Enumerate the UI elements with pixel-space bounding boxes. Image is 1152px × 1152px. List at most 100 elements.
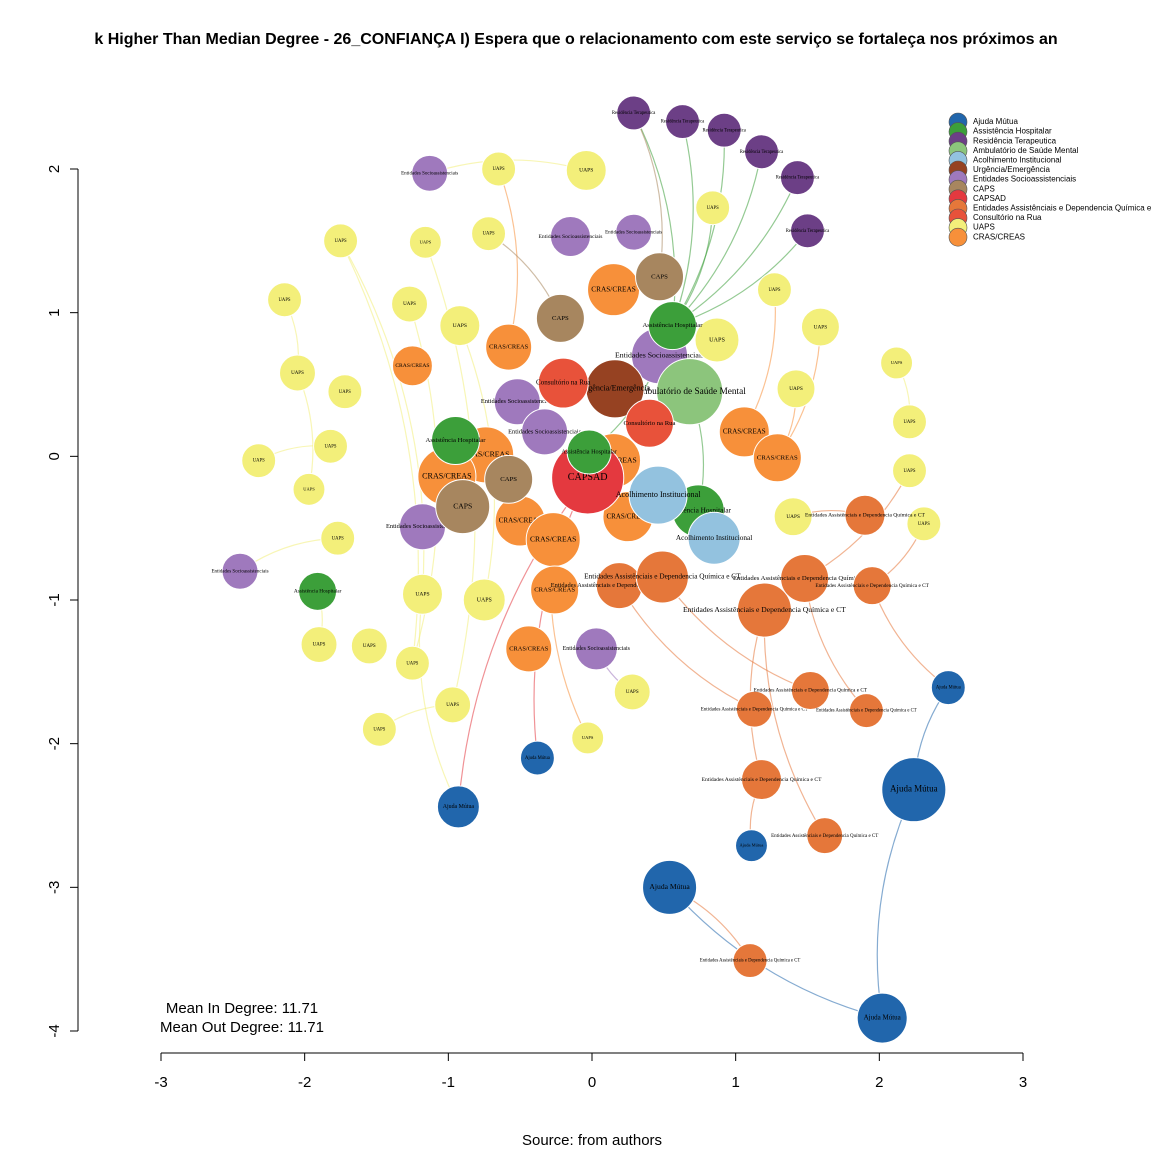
node — [350, 627, 388, 665]
node — [615, 213, 653, 251]
node — [298, 571, 338, 611]
node — [436, 785, 480, 829]
node — [484, 454, 534, 504]
node-label: UAPS — [332, 536, 344, 541]
node — [462, 578, 506, 622]
x-tick-label: -1 — [442, 1074, 455, 1091]
node — [505, 625, 553, 673]
x-tick-label: 1 — [731, 1074, 739, 1091]
node — [735, 829, 768, 863]
node — [279, 354, 316, 392]
node-label: UAPS — [373, 727, 385, 732]
node-label: Entidades Assistênciais e Dependencia Qu… — [816, 709, 917, 714]
node — [439, 305, 481, 347]
node-label: Ajuda Mútua — [443, 804, 475, 810]
node-label: CRAS/CREAS — [534, 586, 575, 593]
node-label: CAPS — [552, 315, 569, 322]
node-label: Assistência Hospitalar — [642, 322, 703, 329]
edge — [763, 610, 826, 836]
node-label: UAPS — [313, 643, 326, 648]
node-label: UAPS — [453, 323, 467, 329]
node — [844, 494, 886, 536]
node-label: CRAS/CREAS — [530, 534, 576, 543]
annotation: Mean In Degree: 11.71 — [166, 1000, 318, 1017]
node — [806, 817, 844, 855]
node — [434, 686, 472, 724]
edge — [533, 477, 589, 759]
node-label: Entidades Socioassistenciais — [386, 523, 459, 530]
node-label: Entidades Socioassistenciais — [401, 171, 458, 176]
node-label: UAPS — [768, 288, 780, 293]
node — [741, 759, 782, 801]
node-label: UAPS — [303, 486, 315, 491]
node — [485, 323, 533, 371]
legend-label: Residência Terapeutica — [973, 136, 1057, 145]
node-label: UAPS — [626, 690, 639, 695]
node-label: Entidades Assistênciais e Dependencia Qu… — [702, 777, 823, 783]
node-label: CRAS/CREAS — [509, 645, 549, 652]
node-label: Ajuda Mútua — [649, 882, 690, 891]
node — [320, 520, 356, 556]
x-tick-label: -2 — [298, 1074, 311, 1091]
node-label: Entidades Assistênciais e Dependencia Qu… — [733, 575, 876, 582]
node — [848, 693, 884, 729]
node-label: UAPS — [335, 239, 347, 244]
node — [732, 943, 768, 979]
legend-label: Ajuda Mútua — [973, 117, 1018, 126]
node — [880, 346, 914, 380]
node-label: UAPS — [709, 336, 725, 343]
edge — [633, 112, 676, 326]
node-label: Residência Terapeutica — [776, 176, 820, 181]
node — [656, 358, 724, 426]
node-label: UAPS — [477, 597, 492, 603]
node — [431, 416, 481, 466]
node-label: Urgência/Emergência — [580, 384, 651, 393]
node — [408, 225, 442, 259]
node — [735, 690, 773, 728]
node-label: UAPS — [415, 592, 429, 598]
x-tick-label: 0 — [588, 1074, 596, 1091]
x-tick-label: 3 — [1019, 1074, 1027, 1091]
node — [267, 282, 303, 318]
legend-label: Ambulatório de Saúde Mental — [973, 146, 1079, 155]
node-label: Entidades Socioassistenciais — [615, 351, 704, 360]
node — [323, 223, 359, 259]
legend-label: Entidades Socioassistenciais — [973, 175, 1076, 184]
node — [790, 213, 825, 249]
node-label: Entidades Assistênciais e Dependencia Qu… — [771, 834, 878, 839]
node — [773, 497, 813, 537]
node — [391, 285, 429, 323]
node-label: UAPS — [891, 360, 903, 365]
node — [435, 479, 491, 535]
node-label: Residência Terapeutica — [612, 111, 656, 116]
node — [565, 149, 607, 191]
node — [642, 859, 698, 915]
node-label: UAPS — [904, 469, 916, 474]
chart-title: k Higher Than Median Degree - 26_CONFIAN… — [94, 31, 1057, 48]
node-label: Assistência Hospitalar — [561, 448, 617, 455]
node-label: UAPS — [291, 371, 304, 376]
node — [300, 626, 338, 663]
node-label: UAPS — [253, 459, 265, 464]
node — [779, 160, 815, 196]
node-label: UAPS — [789, 386, 803, 392]
node-label: UAPS — [579, 168, 593, 174]
y-tick-label: -4 — [46, 1024, 63, 1037]
node — [635, 252, 685, 302]
node — [776, 369, 816, 409]
node — [687, 511, 741, 565]
y-tick-label: 0 — [46, 452, 63, 460]
node-label: Entidades Socioassistenciais — [211, 569, 268, 574]
legend-label: Acolhimento Institucional — [973, 156, 1062, 165]
node — [906, 506, 942, 542]
node-label: CAPSAD — [568, 472, 608, 483]
node-label: Ambulatório de Saúde Mental — [634, 387, 747, 397]
legend-label: Assistência Hospitalar — [973, 127, 1052, 136]
node — [694, 317, 740, 363]
node-label: Ajuda Mútua — [864, 1014, 902, 1022]
node-label: CRAS/CREAS — [395, 363, 429, 369]
node-label: Acolhimento Institucional — [616, 490, 701, 499]
node — [790, 671, 830, 710]
